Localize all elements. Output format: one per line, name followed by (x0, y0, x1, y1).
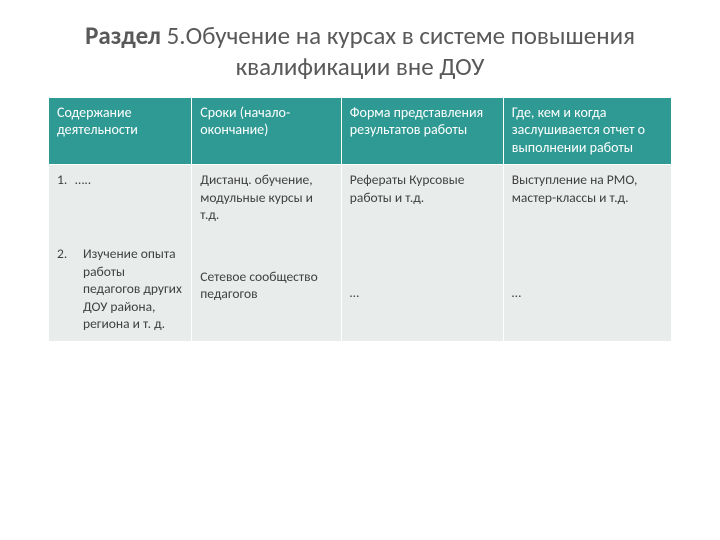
col-header-0: Содержание деятельности (49, 97, 192, 165)
c3-block1: Выступление на РМО, мастер-классы и т.д. (512, 171, 663, 206)
cell-2: Рефераты Курсовые работы и т.д. … (341, 165, 503, 342)
c0-item1: 1. ….. (57, 171, 183, 189)
main-table: Содержание деятельности Сроки (начало-ок… (48, 97, 672, 342)
title-rest: 5.Обучение на курсах в системе повышения… (161, 20, 635, 82)
cell-3: Выступление на РМО, мастер-классы и т.д.… (503, 165, 671, 342)
c0-item2-prefix: 2. (57, 245, 67, 262)
c1-block1: Дистанц. обучение, модульные курсы и т.д… (200, 171, 333, 224)
cell-1: Дистанц. обучение, модульные курсы и т.д… (192, 165, 342, 342)
table-header-row: Содержание деятельности Сроки (начало-ок… (49, 97, 672, 165)
c0-item1-num: 1. (57, 171, 75, 189)
slide-title: Раздел 5.Обучение на курсах в системе по… (48, 20, 672, 83)
table-row: 1. ….. 2. Изучение опыта работы педагого… (49, 165, 672, 342)
slide: Раздел 5.Обучение на курсах в системе по… (0, 0, 720, 540)
col-header-3: Где, кем и когда заслушивается отчет о в… (503, 97, 671, 165)
c1-block2: Сетевое сообщество педагогов (200, 268, 333, 303)
c3-block2: … (512, 284, 663, 302)
c2-block1: Рефераты Курсовые работы и т.д. (350, 171, 495, 206)
title-bold: Раздел (85, 20, 161, 51)
col-header-1: Сроки (начало-окончание) (192, 97, 342, 165)
cell-0: 1. ….. 2. Изучение опыта работы педагого… (49, 165, 192, 342)
c0-item1-text: ….. (75, 171, 183, 189)
c2-block2: … (350, 284, 495, 302)
c0-item2-text: Изучение опыта работы педагогов других Д… (83, 245, 182, 332)
col-header-2: Форма представления результатов работы (341, 97, 503, 165)
c0-item2: 2. Изучение опыта работы педагогов други… (57, 245, 183, 333)
